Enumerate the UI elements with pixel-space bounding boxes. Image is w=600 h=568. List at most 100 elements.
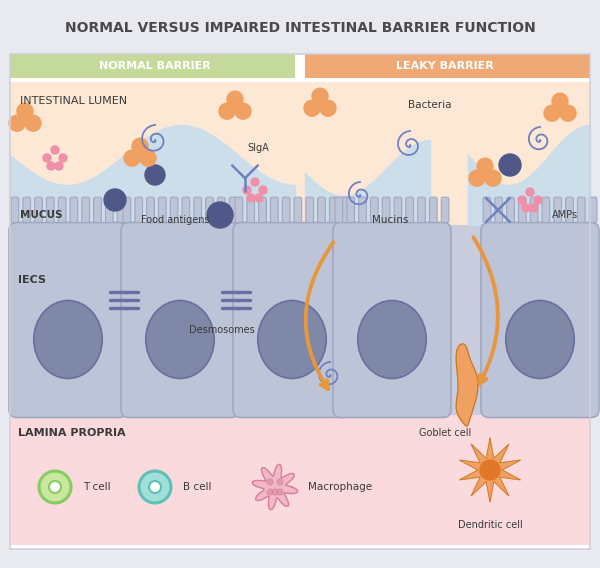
Text: Mucins: Mucins xyxy=(372,215,408,225)
Circle shape xyxy=(534,196,542,204)
Ellipse shape xyxy=(146,300,214,378)
FancyBboxPatch shape xyxy=(11,197,19,223)
Circle shape xyxy=(518,196,526,204)
FancyBboxPatch shape xyxy=(170,197,178,223)
Circle shape xyxy=(312,88,328,104)
FancyBboxPatch shape xyxy=(481,223,599,417)
FancyBboxPatch shape xyxy=(229,197,237,223)
FancyBboxPatch shape xyxy=(542,197,550,223)
FancyBboxPatch shape xyxy=(271,197,278,223)
FancyBboxPatch shape xyxy=(441,197,449,223)
FancyBboxPatch shape xyxy=(347,197,355,223)
FancyBboxPatch shape xyxy=(506,197,514,223)
FancyBboxPatch shape xyxy=(46,197,54,223)
FancyBboxPatch shape xyxy=(359,197,367,223)
Text: Dendritic cell: Dendritic cell xyxy=(458,520,523,530)
Bar xyxy=(305,54,590,78)
FancyBboxPatch shape xyxy=(182,197,190,223)
Circle shape xyxy=(59,154,67,162)
FancyBboxPatch shape xyxy=(9,223,127,417)
FancyBboxPatch shape xyxy=(106,197,113,223)
Circle shape xyxy=(49,481,61,493)
FancyBboxPatch shape xyxy=(35,197,43,223)
FancyBboxPatch shape xyxy=(333,223,451,417)
FancyBboxPatch shape xyxy=(282,197,290,223)
Text: Desmosomes: Desmosomes xyxy=(189,325,255,335)
Text: Bacteria: Bacteria xyxy=(408,100,452,110)
Ellipse shape xyxy=(34,300,102,378)
FancyBboxPatch shape xyxy=(335,197,343,223)
FancyBboxPatch shape xyxy=(382,197,390,223)
Circle shape xyxy=(522,204,530,212)
FancyBboxPatch shape xyxy=(577,197,585,223)
FancyBboxPatch shape xyxy=(341,197,349,223)
Circle shape xyxy=(140,150,156,166)
Circle shape xyxy=(251,178,259,186)
FancyBboxPatch shape xyxy=(418,197,425,223)
Circle shape xyxy=(552,93,568,109)
Bar xyxy=(10,54,295,78)
Text: Food antigens: Food antigens xyxy=(140,215,209,225)
Circle shape xyxy=(51,146,59,154)
Text: AMPs: AMPs xyxy=(552,210,578,220)
Circle shape xyxy=(55,162,63,170)
Circle shape xyxy=(560,105,576,121)
Circle shape xyxy=(219,103,235,119)
FancyBboxPatch shape xyxy=(247,197,254,223)
Bar xyxy=(10,225,590,415)
Bar xyxy=(10,82,590,225)
FancyBboxPatch shape xyxy=(370,197,378,223)
FancyBboxPatch shape xyxy=(554,197,562,223)
Circle shape xyxy=(477,158,493,174)
FancyBboxPatch shape xyxy=(217,197,225,223)
Circle shape xyxy=(247,194,255,202)
Text: B cell: B cell xyxy=(183,482,212,492)
Circle shape xyxy=(499,154,521,176)
FancyBboxPatch shape xyxy=(530,197,538,223)
Polygon shape xyxy=(253,465,298,509)
FancyBboxPatch shape xyxy=(146,197,154,223)
Circle shape xyxy=(277,479,283,485)
Circle shape xyxy=(480,460,500,480)
FancyBboxPatch shape xyxy=(235,197,243,223)
Circle shape xyxy=(255,194,263,202)
Circle shape xyxy=(17,103,33,119)
Circle shape xyxy=(267,489,273,495)
Circle shape xyxy=(526,188,534,196)
Circle shape xyxy=(104,189,126,211)
Text: SIgA: SIgA xyxy=(247,143,269,153)
FancyBboxPatch shape xyxy=(94,197,101,223)
FancyBboxPatch shape xyxy=(194,197,202,223)
FancyBboxPatch shape xyxy=(483,197,491,223)
Circle shape xyxy=(139,471,171,503)
Circle shape xyxy=(124,150,140,166)
Circle shape xyxy=(227,91,243,107)
Circle shape xyxy=(530,204,538,212)
Circle shape xyxy=(132,138,148,154)
Circle shape xyxy=(43,154,51,162)
FancyBboxPatch shape xyxy=(135,197,143,223)
Circle shape xyxy=(277,489,283,495)
Text: NORMAL BARRIER: NORMAL BARRIER xyxy=(99,61,211,71)
Circle shape xyxy=(485,170,501,186)
FancyBboxPatch shape xyxy=(259,197,266,223)
Ellipse shape xyxy=(358,300,426,378)
Ellipse shape xyxy=(258,300,326,378)
FancyBboxPatch shape xyxy=(233,223,351,417)
Circle shape xyxy=(259,186,267,194)
Circle shape xyxy=(145,165,165,185)
FancyBboxPatch shape xyxy=(430,197,437,223)
FancyBboxPatch shape xyxy=(294,197,302,223)
FancyBboxPatch shape xyxy=(566,197,574,223)
Circle shape xyxy=(320,100,336,116)
FancyBboxPatch shape xyxy=(123,197,131,223)
Text: LAMINA PROPRIA: LAMINA PROPRIA xyxy=(18,428,125,438)
FancyBboxPatch shape xyxy=(495,197,503,223)
FancyBboxPatch shape xyxy=(518,197,526,223)
FancyBboxPatch shape xyxy=(394,197,402,223)
FancyBboxPatch shape xyxy=(406,197,413,223)
FancyBboxPatch shape xyxy=(82,197,89,223)
FancyBboxPatch shape xyxy=(121,223,239,417)
Bar xyxy=(10,415,590,545)
Circle shape xyxy=(304,100,320,116)
